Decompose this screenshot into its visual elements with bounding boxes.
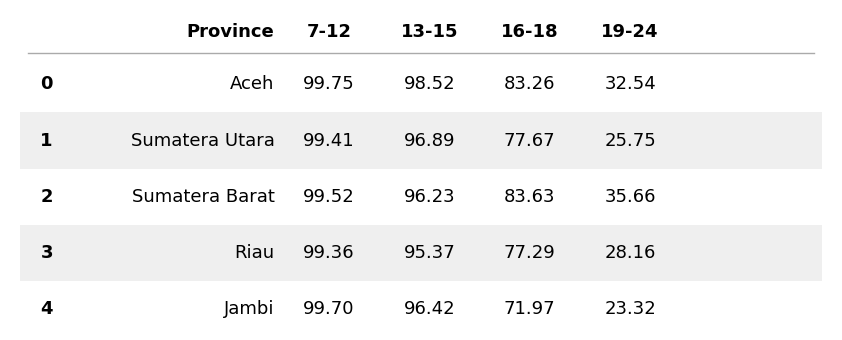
FancyBboxPatch shape bbox=[19, 281, 823, 337]
Text: Riau: Riau bbox=[235, 244, 274, 262]
Text: 99.52: 99.52 bbox=[303, 188, 354, 206]
Text: 35.66: 35.66 bbox=[605, 188, 656, 206]
Text: 28.16: 28.16 bbox=[605, 244, 656, 262]
Text: Sumatera Utara: Sumatera Utara bbox=[131, 132, 274, 150]
Text: 13-15: 13-15 bbox=[401, 23, 458, 41]
FancyBboxPatch shape bbox=[19, 56, 823, 113]
Text: Province: Province bbox=[187, 23, 274, 41]
Text: 23.32: 23.32 bbox=[605, 300, 656, 318]
Text: 4: 4 bbox=[40, 300, 53, 318]
Text: 99.75: 99.75 bbox=[303, 75, 354, 94]
FancyBboxPatch shape bbox=[19, 113, 823, 169]
Text: 1: 1 bbox=[40, 132, 53, 150]
Text: 83.63: 83.63 bbox=[504, 188, 556, 206]
Text: 32.54: 32.54 bbox=[605, 75, 656, 94]
Text: 83.26: 83.26 bbox=[504, 75, 556, 94]
Text: 99.41: 99.41 bbox=[303, 132, 354, 150]
Text: Aceh: Aceh bbox=[230, 75, 274, 94]
Text: 96.23: 96.23 bbox=[403, 188, 456, 206]
Text: 96.89: 96.89 bbox=[403, 132, 456, 150]
Text: 98.52: 98.52 bbox=[403, 75, 456, 94]
Text: 2: 2 bbox=[40, 188, 53, 206]
Text: 95.37: 95.37 bbox=[403, 244, 456, 262]
Text: 71.97: 71.97 bbox=[504, 300, 556, 318]
Text: 19-24: 19-24 bbox=[601, 23, 658, 41]
Text: 96.42: 96.42 bbox=[403, 300, 456, 318]
FancyBboxPatch shape bbox=[19, 169, 823, 225]
Text: 3: 3 bbox=[40, 244, 53, 262]
Text: 7-12: 7-12 bbox=[306, 23, 351, 41]
Text: 99.70: 99.70 bbox=[303, 300, 354, 318]
Text: 0: 0 bbox=[40, 75, 53, 94]
Text: Jambi: Jambi bbox=[224, 300, 274, 318]
Text: 99.36: 99.36 bbox=[303, 244, 354, 262]
Text: 77.67: 77.67 bbox=[504, 132, 556, 150]
Text: Sumatera Barat: Sumatera Barat bbox=[131, 188, 274, 206]
Text: 25.75: 25.75 bbox=[605, 132, 656, 150]
Text: 77.29: 77.29 bbox=[504, 244, 556, 262]
FancyBboxPatch shape bbox=[19, 225, 823, 281]
Text: 16-18: 16-18 bbox=[501, 23, 558, 41]
